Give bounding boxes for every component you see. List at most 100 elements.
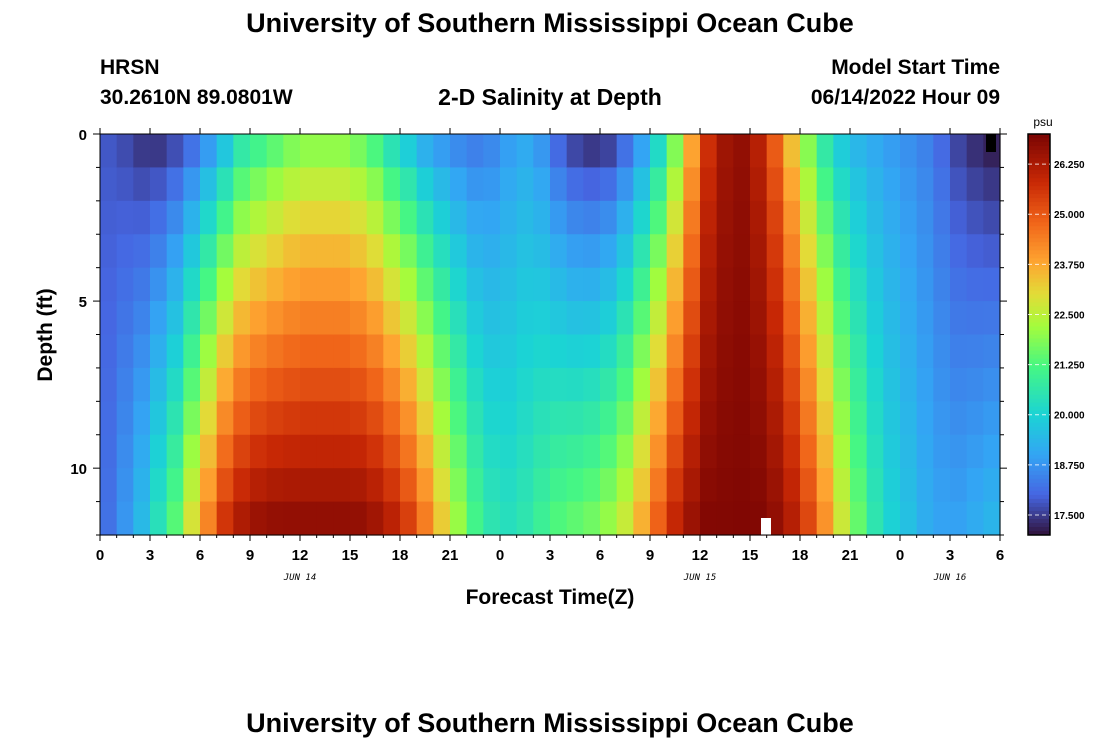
heatmap-cell bbox=[700, 501, 718, 536]
heatmap-cell bbox=[566, 134, 584, 169]
heatmap-cell bbox=[833, 167, 851, 202]
heatmap-cell bbox=[316, 167, 334, 202]
heatmap-cell bbox=[933, 501, 951, 536]
heatmap-cell bbox=[200, 334, 218, 369]
heatmap-cell bbox=[100, 434, 118, 469]
heatmap-cell bbox=[766, 267, 784, 302]
heatmap-cell bbox=[550, 200, 568, 235]
heatmap-cell bbox=[533, 401, 551, 436]
heatmap-cell bbox=[233, 267, 251, 302]
heatmap-cell bbox=[766, 167, 784, 202]
colorbar-segment bbox=[1028, 342, 1050, 348]
heatmap-cell bbox=[383, 301, 401, 336]
colorbar-segment bbox=[1028, 366, 1050, 372]
heatmap-cell bbox=[900, 468, 918, 503]
heatmap-cell bbox=[566, 501, 584, 536]
heatmap-cell bbox=[683, 267, 701, 302]
heatmap-cell bbox=[616, 167, 634, 202]
heatmap-cell bbox=[683, 200, 701, 235]
colorbar-tick-label: 20.000 bbox=[1054, 411, 1085, 422]
heatmap-cell bbox=[183, 167, 201, 202]
heatmap-cell bbox=[983, 301, 1001, 336]
heatmap-cell bbox=[250, 334, 268, 369]
heatmap-cell bbox=[950, 367, 968, 402]
heatmap-cell bbox=[800, 468, 818, 503]
heatmap-cell bbox=[216, 367, 234, 402]
heatmap-cell bbox=[866, 234, 884, 269]
heatmap-cell bbox=[700, 401, 718, 436]
heatmap-cell bbox=[333, 234, 351, 269]
heatmap-cell bbox=[283, 134, 301, 169]
colorbar-segment bbox=[1028, 246, 1050, 251]
heatmap-cell bbox=[416, 200, 434, 235]
heatmap-cell bbox=[583, 267, 601, 302]
heatmap-cell bbox=[533, 468, 551, 503]
heatmap-cell bbox=[900, 200, 918, 235]
heatmap-cell bbox=[516, 267, 534, 302]
heatmap-cell bbox=[200, 134, 218, 169]
heatmap-cell bbox=[683, 301, 701, 336]
colorbar-segment bbox=[1028, 502, 1050, 508]
heatmap-cell bbox=[816, 167, 834, 202]
colorbar-segment bbox=[1028, 338, 1050, 344]
heatmap-cell bbox=[483, 401, 501, 436]
colorbar-segment bbox=[1028, 406, 1050, 412]
colorbar-segment bbox=[1028, 498, 1050, 504]
heatmap-cell bbox=[833, 501, 851, 536]
heatmap-cell bbox=[633, 334, 651, 369]
heatmap-cell bbox=[366, 501, 384, 536]
heatmap-cell bbox=[483, 267, 501, 302]
heatmap-cell bbox=[516, 401, 534, 436]
heatmap-cell bbox=[816, 334, 834, 369]
heatmap-cell bbox=[166, 501, 184, 536]
heatmap-cell bbox=[616, 434, 634, 469]
heatmap-cell bbox=[100, 501, 118, 536]
heatmap-cell bbox=[250, 401, 268, 436]
heatmap-cell bbox=[133, 200, 151, 235]
heatmap-cell bbox=[183, 267, 201, 302]
heatmap-cell bbox=[916, 401, 934, 436]
date-label: JUN 14 bbox=[283, 573, 317, 583]
heatmap-cell bbox=[983, 401, 1001, 436]
heatmap-cell bbox=[966, 367, 984, 402]
heatmap-cell bbox=[133, 134, 151, 169]
colorbar-segment bbox=[1028, 494, 1050, 500]
heatmap-cell bbox=[183, 501, 201, 536]
heatmap-cell bbox=[416, 434, 434, 469]
heatmap-cell bbox=[500, 134, 518, 169]
heatmap-cell bbox=[900, 267, 918, 302]
heatmap-cell bbox=[300, 301, 318, 336]
heatmap-cell bbox=[983, 200, 1001, 235]
heatmap-cell bbox=[283, 234, 301, 269]
colorbar-segment bbox=[1028, 526, 1050, 532]
heatmap-cell bbox=[266, 501, 284, 536]
colorbar-segment bbox=[1028, 314, 1050, 319]
colorbar-segment bbox=[1028, 254, 1050, 259]
colorbar-segment bbox=[1028, 234, 1050, 239]
heatmap-cell bbox=[633, 267, 651, 302]
heatmap-cell bbox=[266, 434, 284, 469]
heatmap-cell bbox=[216, 301, 234, 336]
heatmap-cell bbox=[116, 501, 134, 536]
heatmap-cell bbox=[250, 367, 268, 402]
heatmap-cell bbox=[633, 167, 651, 202]
heatmap-cell bbox=[500, 367, 518, 402]
x-tick-label: 3 bbox=[946, 547, 954, 564]
colorbar-segment bbox=[1028, 438, 1050, 444]
heatmap-cell bbox=[416, 468, 434, 503]
colorbar-segment bbox=[1028, 266, 1050, 271]
heatmap-cell bbox=[266, 234, 284, 269]
heatmap-cell bbox=[166, 167, 184, 202]
colorbar-segment bbox=[1028, 514, 1050, 520]
heatmap-cell bbox=[550, 434, 568, 469]
heatmap-cell bbox=[316, 234, 334, 269]
heatmap-cell bbox=[850, 501, 868, 536]
colorbar-segment bbox=[1028, 466, 1050, 472]
heatmap-cell bbox=[750, 434, 768, 469]
heatmap-cell bbox=[150, 367, 168, 402]
heatmap-cell bbox=[966, 134, 984, 169]
heatmap-cell bbox=[933, 401, 951, 436]
heatmap-cell bbox=[550, 267, 568, 302]
colorbar-unit: psu bbox=[1033, 115, 1052, 129]
heatmap-cell bbox=[933, 367, 951, 402]
